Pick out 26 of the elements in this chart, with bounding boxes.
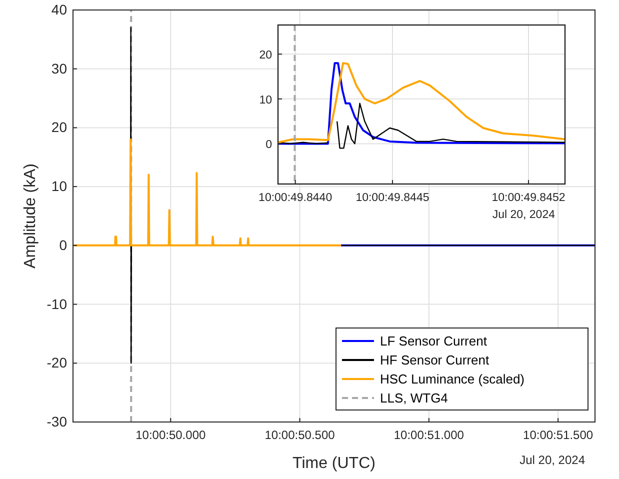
y-tick-label: -20 bbox=[46, 354, 68, 371]
y-tick-label: 0 bbox=[59, 236, 68, 253]
y-axis-title: Amplitude (kA) bbox=[22, 164, 39, 268]
y-tick-label: 20 bbox=[259, 50, 272, 62]
legend-label: HF Sensor Current bbox=[380, 352, 490, 368]
x-tick-label: 10:00:49.8452 bbox=[492, 192, 566, 204]
x-tick-label: 10:00:50.000 bbox=[136, 428, 206, 442]
legend-label: HSC Luminance (scaled) bbox=[380, 372, 525, 386]
x-tick-label: 10:00:51.000 bbox=[394, 428, 464, 442]
y-tick-label: -30 bbox=[46, 414, 68, 430]
legend-label: LLS, WTG4 bbox=[380, 390, 448, 406]
x-tick-label: 10:00:49.8440 bbox=[258, 192, 332, 204]
x-tick-label: 10:00:51.500 bbox=[523, 428, 594, 442]
y-tick-label: 10 bbox=[51, 178, 68, 194]
y-tick-label: 30 bbox=[51, 60, 68, 76]
x-axis-title: Time (UTC) bbox=[292, 455, 376, 472]
y-tick-label: 20 bbox=[51, 119, 68, 136]
y-tick-label: 0 bbox=[266, 139, 272, 152]
annotation: Jul 20, 2024 bbox=[492, 209, 556, 221]
y-tick-label: -10 bbox=[46, 296, 68, 312]
x-tick-label: 10:00:49.8445 bbox=[356, 192, 430, 204]
legend-label: LF Sensor Current bbox=[380, 334, 488, 348]
x-tick-label: 10:00:50.500 bbox=[264, 428, 336, 442]
y-tick-label: 10 bbox=[259, 94, 272, 106]
y-tick-label: 40 bbox=[51, 2, 68, 18]
text: Jul 20, 2024 bbox=[520, 453, 586, 467]
